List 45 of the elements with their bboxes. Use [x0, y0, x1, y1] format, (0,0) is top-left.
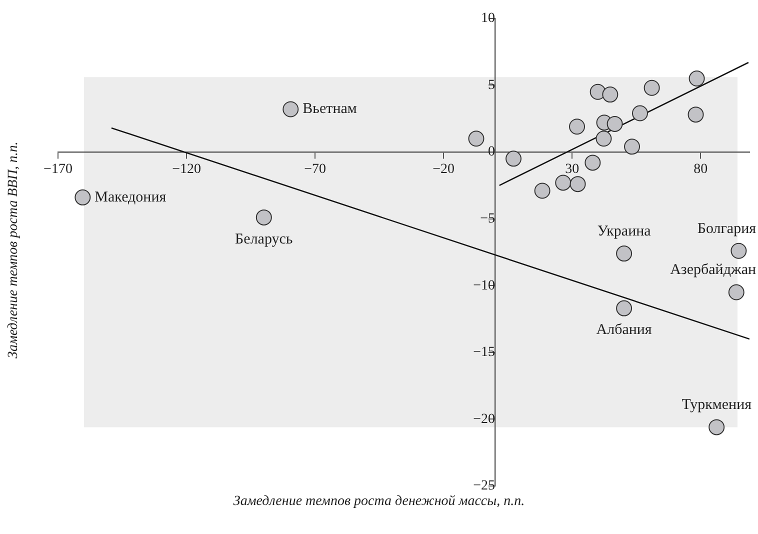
point — [584, 154, 601, 171]
point — [596, 130, 612, 147]
point — [570, 176, 586, 192]
annotation: Албания — [596, 322, 652, 338]
x-tick-label: −120 — [172, 162, 201, 178]
point — [555, 174, 572, 191]
point — [606, 116, 623, 132]
y-tick-label: −15 — [473, 345, 496, 360]
point — [616, 246, 632, 262]
point — [730, 242, 747, 259]
point — [616, 300, 632, 316]
x-tick-label: −20 — [432, 162, 455, 178]
point — [506, 150, 522, 167]
x-tick-label: −70 — [304, 162, 326, 178]
point — [624, 138, 640, 155]
y-tick-label: 10 — [481, 11, 496, 26]
point — [74, 189, 91, 206]
y-tick-label: −25 — [473, 478, 496, 494]
annotation: Туркмения — [682, 397, 752, 414]
annotation: Беларусь — [235, 231, 293, 248]
annotation: Болгария — [697, 220, 756, 237]
point — [569, 118, 586, 135]
point — [632, 105, 648, 122]
point — [688, 70, 705, 87]
annotation: Азербайджан — [670, 262, 756, 278]
point — [708, 419, 725, 436]
annotation: Вьетнам — [302, 101, 358, 118]
x-axis-title: Замедление темпов роста денежной массы, п.п. — [232, 494, 526, 510]
x-tick-label: 30 — [565, 162, 580, 178]
y-tick-label: −20 — [473, 412, 496, 427]
point — [534, 182, 550, 199]
y-tick-label: −5 — [480, 211, 496, 226]
x-tick-label: −170 — [44, 162, 72, 178]
point — [468, 130, 484, 147]
point — [688, 106, 704, 123]
x-tick-label: 80 — [694, 162, 708, 178]
point — [256, 209, 272, 226]
point — [644, 80, 660, 96]
y-tick-label: −10 — [473, 278, 496, 294]
annotation: Украина — [597, 223, 652, 240]
annotation: Македония — [94, 189, 166, 206]
point — [728, 284, 744, 300]
y-axis-title: Замедление темпов роста ВВП, п.п. — [6, 142, 22, 358]
point — [282, 101, 299, 118]
point — [602, 86, 618, 103]
